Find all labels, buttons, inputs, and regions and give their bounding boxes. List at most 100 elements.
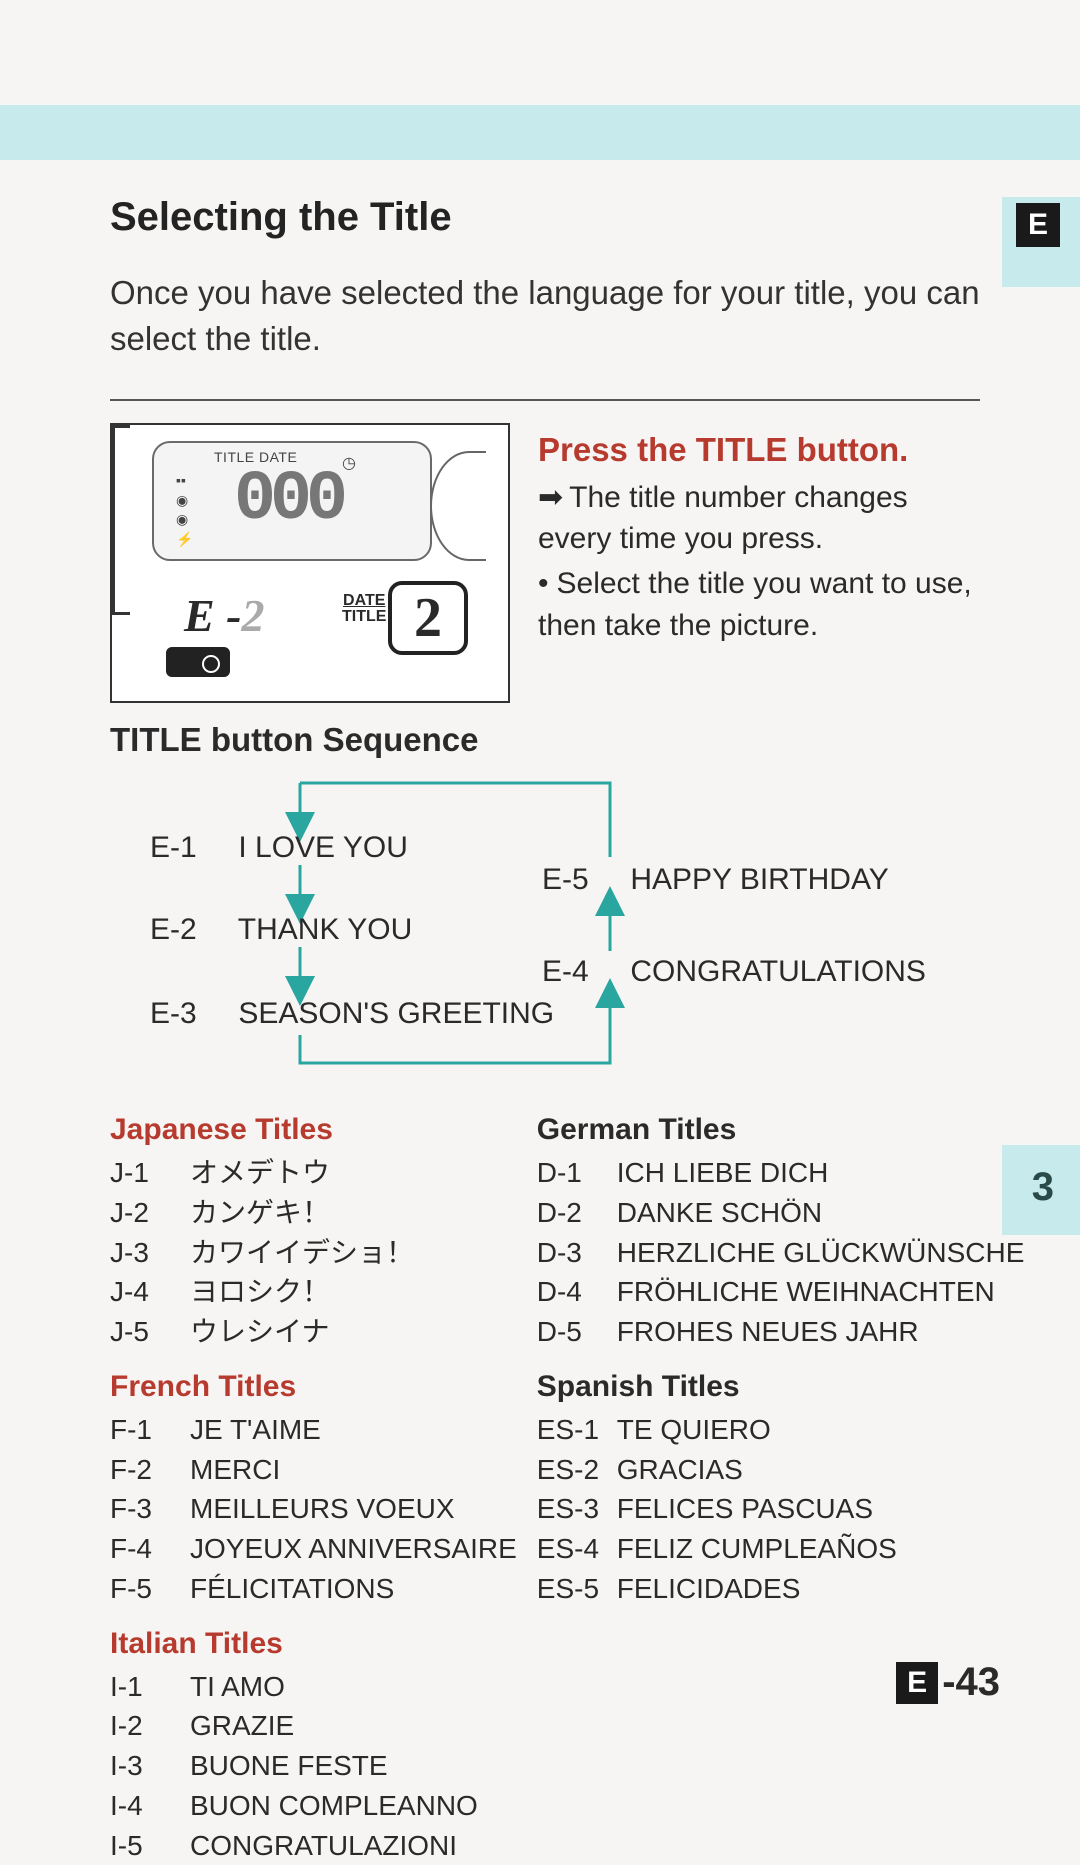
title-code: ES-1 (537, 1410, 617, 1450)
title-item: I-4BUON COMPLEANNO (110, 1786, 517, 1826)
title-text: FELICIDADES (617, 1573, 801, 1604)
group-heading: Japanese Titles (110, 1113, 517, 1147)
title-text: ウレシイナ (190, 1316, 329, 1347)
title-text: ICH LIEBE DICH (617, 1157, 829, 1188)
title-item: I-5CONGRATULAZIONI (110, 1826, 517, 1865)
top-accent-band (0, 105, 1080, 160)
group-heading: German Titles (537, 1113, 1025, 1147)
title-text: カワイイデショ！ (190, 1237, 414, 1268)
title-item: ES-4FELIZ CUMPLEAÑOS (537, 1529, 1025, 1569)
title-text: BUONE FESTE (190, 1750, 388, 1781)
step-heading: Press the TITLE button. (538, 427, 980, 473)
title-code: F-2 (110, 1450, 190, 1490)
title-item: D-2DANKE SCHÖN (537, 1193, 1025, 1233)
group-heading: French Titles (110, 1370, 517, 1404)
spanish-titles: Spanish Titles ES-1TE QUIEROES-2GRACIASE… (537, 1370, 1025, 1609)
title-item: D-1ICH LIEBE DICH (537, 1153, 1025, 1193)
title-text: TE QUIERO (617, 1414, 771, 1445)
title-item: D-4FRÖHLICHE WEIHNACHTEN (537, 1272, 1025, 1312)
title-code: ES-5 (537, 1569, 617, 1609)
title-text: ヨロシク！ (190, 1276, 330, 1307)
page-number: E-43 (896, 1660, 1000, 1705)
title-code-display: E -2 (184, 589, 265, 642)
title-item: F-1JE T'AIME (110, 1410, 517, 1450)
date-title-label: DATETITLE (342, 593, 386, 625)
title-text: MERCI (190, 1454, 280, 1485)
intro-text: Once you have selected the language for … (110, 270, 980, 361)
title-code: J-4 (110, 1272, 190, 1312)
title-text: BUON COMPLEANNO (190, 1790, 478, 1821)
title-code: I-1 (110, 1667, 190, 1707)
title-item: F-5FÉLICITATIONS (110, 1569, 517, 1609)
title-button-number: 2 (388, 581, 468, 655)
title-text: CONGRATULAZIONI (190, 1830, 457, 1861)
group-heading: Spanish Titles (537, 1370, 1025, 1404)
step-line-1: The title number changes every time you … (538, 481, 908, 555)
sequence-heading: TITLE button Sequence (110, 721, 980, 759)
title-text: FELIZ CUMPLEAÑOS (617, 1533, 897, 1564)
page-prefix-badge: E (896, 1662, 938, 1704)
title-text: TI AMO (190, 1671, 285, 1702)
title-item: ES-1TE QUIERO (537, 1410, 1025, 1450)
chapter-badge: 3 (1032, 1165, 1054, 1210)
title-item: I-1TI AMO (110, 1667, 517, 1707)
title-item: ES-2GRACIAS (537, 1450, 1025, 1490)
title-text: HERZLICHE GLÜCKWÜNSCHE (617, 1237, 1025, 1268)
seq-code: E-3 (150, 997, 230, 1031)
title-item: D-3HERZLICHE GLÜCKWÜNSCHE (537, 1233, 1025, 1273)
french-titles: French Titles F-1JE T'AIMEF-2MERCIF-3MEI… (110, 1370, 517, 1609)
page-num: -43 (942, 1660, 1000, 1705)
title-item: I-2GRAZIE (110, 1706, 517, 1746)
title-code: F-3 (110, 1489, 190, 1529)
title-code: ES-2 (537, 1450, 617, 1490)
title-text: JOYEUX ANNIVERSAIRE (190, 1533, 517, 1564)
title-item: F-3MEILLEURS VOEUX (110, 1489, 517, 1529)
title-code: D-2 (537, 1193, 617, 1233)
side-accent-e: E (1002, 197, 1080, 287)
title-text: FELICES PASCUAS (617, 1493, 873, 1524)
title-item: J-5ウレシイナ (110, 1312, 517, 1352)
clock-icon: ◷ (342, 453, 356, 473)
title-code: I-3 (110, 1746, 190, 1786)
seq-text: THANK YOU (238, 913, 412, 946)
title-code: D-4 (537, 1272, 617, 1312)
seq-code: E-5 (542, 863, 622, 897)
title-text: GRAZIE (190, 1710, 294, 1741)
title-item: F-4JOYEUX ANNIVERSAIRE (110, 1529, 517, 1569)
title-text: MEILLEURS VOEUX (190, 1493, 455, 1524)
section-heading: Selecting the Title (110, 195, 980, 240)
lens-outline (430, 451, 486, 561)
title-code: J-2 (110, 1193, 190, 1233)
arrow-icon: ➡ (538, 481, 563, 514)
italian-titles: Italian Titles I-1TI AMOI-2GRAZIEI-3BUON… (110, 1627, 517, 1865)
camera-icon (166, 647, 230, 677)
seq-text: HAPPY BIRTHDAY (630, 863, 888, 896)
divider (110, 399, 980, 401)
title-code: I-5 (110, 1826, 190, 1865)
seq-text: CONGRATULATIONS (630, 955, 926, 988)
title-text: FÉLICITATIONS (190, 1573, 394, 1604)
title-code: D-1 (537, 1153, 617, 1193)
title-text: オメデトウ (190, 1157, 330, 1188)
german-titles: German Titles D-1ICH LIEBE DICHD-2DANKE … (537, 1113, 1025, 1352)
seq-text: SEASON'S GREETING (238, 997, 554, 1030)
title-code: F-5 (110, 1569, 190, 1609)
title-item: J-2カンゲキ！ (110, 1193, 517, 1233)
titles-grid: Japanese Titles J-1オメデトウJ-2カンゲキ！J-3カワイイデ… (110, 1113, 980, 1865)
title-item: J-3カワイイデショ！ (110, 1233, 517, 1273)
title-code: D-3 (537, 1233, 617, 1273)
seq-code: E-1 (150, 831, 230, 865)
title-text: GRACIAS (617, 1454, 743, 1485)
bullet-icon: • (538, 567, 549, 600)
language-badge: E (1016, 203, 1060, 247)
title-code: J-5 (110, 1312, 190, 1352)
title-code: J-3 (110, 1233, 190, 1273)
camera-illustration: TITLE ◷ DATE ▪▪◉◉⚡ 000 E -2 DATETITLE (110, 423, 510, 703)
title-code: ES-4 (537, 1529, 617, 1569)
group-heading: Italian Titles (110, 1627, 517, 1661)
title-code: I-2 (110, 1706, 190, 1746)
title-item: ES-3FELICES PASCUAS (537, 1489, 1025, 1529)
sequence-diagram: E-1 I LOVE YOU E-2 THANK YOU E-3 SEASON'… (110, 775, 980, 1085)
title-code: F-4 (110, 1529, 190, 1569)
japanese-titles: Japanese Titles J-1オメデトウJ-2カンゲキ！J-3カワイイデ… (110, 1113, 517, 1352)
